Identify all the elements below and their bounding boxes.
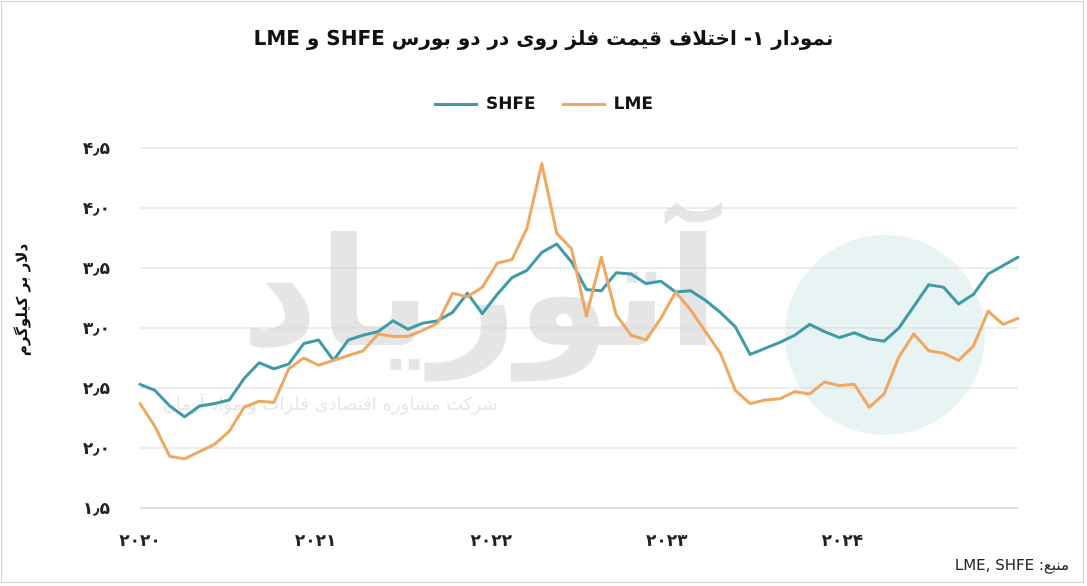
legend-label-lme: LME: [613, 94, 654, 114]
x-tick-label: ۲۰۲۰: [119, 531, 161, 551]
y-tick-label: ۲٫۵: [83, 379, 110, 399]
y-tick-label: ۴٫۰: [83, 199, 110, 219]
legend-label-shfe: SHFE: [485, 94, 536, 114]
legend-swatch-lme: [561, 102, 606, 106]
series-line-lme: [138, 162, 1020, 461]
x-tick-label: ۲۰۲۴: [822, 531, 864, 551]
source-note: منبع: LME, SHFE: [954, 556, 1069, 574]
y-tick-label: ۲٫۰: [83, 439, 110, 459]
y-tick-label: ۳٫۵: [83, 259, 110, 279]
legend: SHFE LME: [0, 94, 1087, 114]
y-tick-label: ۴٫۵: [83, 139, 110, 159]
x-tick-label: ۲۰۲۳: [646, 531, 688, 551]
legend-item-shfe: SHFE: [433, 94, 536, 114]
series-lines: [138, 162, 1020, 461]
y-tick-label: ۱٫۵: [83, 499, 110, 519]
chart-title: نمودار ۱- اختلاف قیمت فلز روی در دو بورس…: [253, 26, 834, 50]
watermark-logo: آتوریاد شرکت مشاوره اقتصادی فلزات و مواد…: [163, 202, 985, 435]
legend-item-lme: LME: [561, 94, 654, 114]
grid-lines: [140, 147, 1018, 509]
x-tick-label: ۲۰۲۲: [470, 531, 512, 551]
y-tick-labels: ۱٫۵ ۲٫۰ ۲٫۵ ۳٫۰ ۳٫۵ ۴٫۰ ۴٫۵: [83, 139, 110, 519]
legend-swatch-shfe: [433, 102, 478, 106]
y-tick-label: ۳٫۰: [83, 319, 110, 339]
x-tick-label: ۲۰۲۱: [295, 531, 337, 551]
watermark-brand: آتوریاد: [241, 202, 722, 382]
x-tick-labels: ۲۰۲۰ ۲۰۲۱ ۲۰۲۲ ۲۰۲۳ ۲۰۲۴: [119, 531, 863, 551]
watermark-circle: [785, 235, 985, 435]
watermark-tagline: شرکت مشاوره اقتصادی فلزات و مواد آرمان: [163, 392, 498, 415]
